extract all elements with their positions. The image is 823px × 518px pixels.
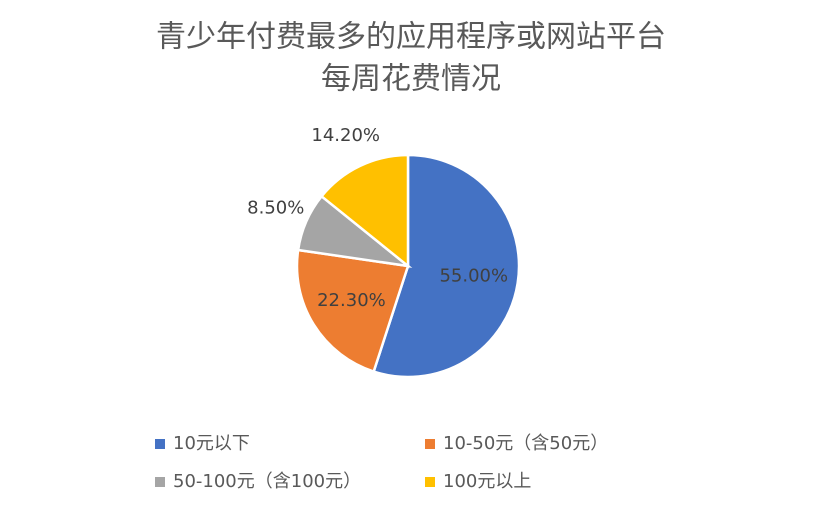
legend-swatch [425, 477, 435, 487]
legend-swatch [425, 439, 435, 449]
legend-label: 10元以下 [173, 433, 250, 454]
chart-title: 每周花费情况 [321, 62, 501, 97]
data-label: 22.30% [317, 290, 386, 311]
legend-label: 10-50元（含50元） [443, 433, 608, 454]
pie-slice [319, 153, 410, 269]
chart-title: 青少年付费最多的应用程序或网站平台 [156, 20, 666, 55]
legend-label: 50-100元（含100元） [173, 471, 361, 492]
legend-swatch [155, 477, 165, 487]
legend-label: 100元以上 [443, 471, 531, 492]
data-label: 8.50% [247, 197, 304, 218]
pie-slice [295, 248, 410, 374]
pie-slice [372, 153, 521, 379]
data-label: 55.00% [439, 265, 508, 286]
data-label: 14.20% [311, 125, 380, 146]
legend-swatch [155, 439, 165, 449]
